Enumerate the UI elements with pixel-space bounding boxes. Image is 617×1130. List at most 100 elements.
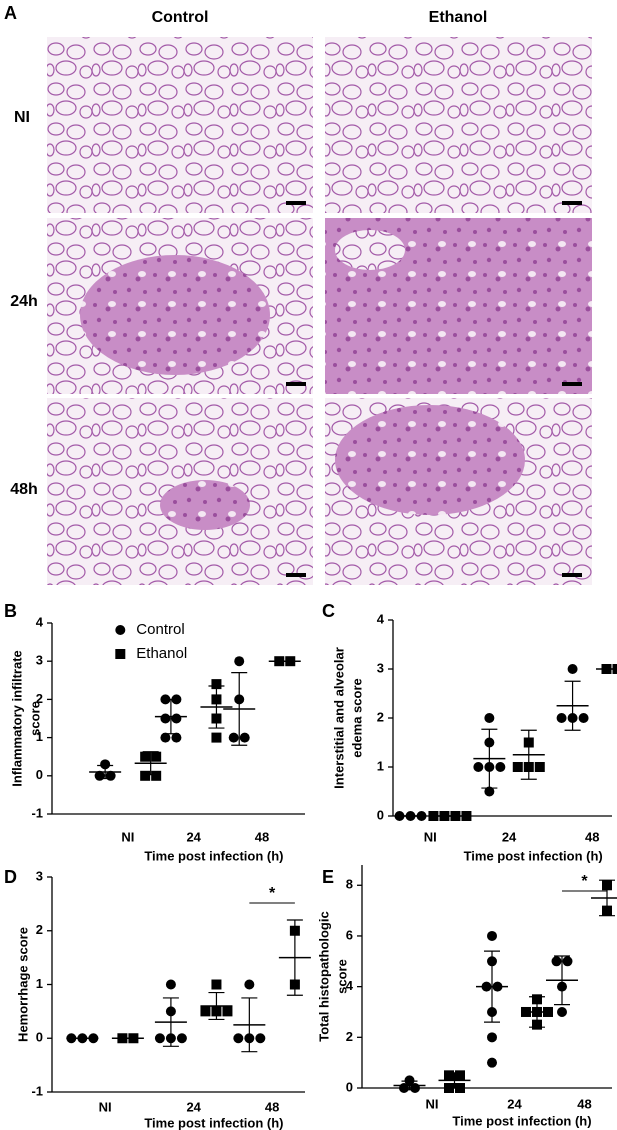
y-tick-label: 1: [36, 729, 43, 744]
data-point: [556, 713, 567, 723]
data-point: [100, 759, 111, 770]
y-tick-label: 3: [36, 868, 43, 883]
x-tick-label: 48: [585, 829, 599, 844]
data-point: [578, 713, 589, 723]
data-point: [487, 1032, 497, 1043]
data-point: [140, 751, 151, 762]
micrographs: [47, 37, 592, 585]
data-point: [444, 1070, 454, 1081]
y-tick-label: -1: [31, 1083, 43, 1098]
data-point: [461, 811, 472, 821]
data-point: [171, 713, 182, 724]
x-tick-label: 48: [255, 829, 269, 844]
y-tick-label: 2: [36, 691, 43, 706]
x-tick-label: 48: [577, 1096, 591, 1111]
data-point: [428, 811, 439, 821]
data-point: [176, 1033, 187, 1044]
tissue-region: [335, 405, 525, 515]
micrograph: [47, 37, 313, 213]
legend-label: Control: [136, 621, 184, 638]
data-point: [404, 1075, 415, 1086]
y-axis-label: score: [27, 701, 42, 736]
y-tick-label: 1: [377, 758, 384, 773]
y-tick-label: 2: [377, 709, 384, 724]
tissue-region: [335, 230, 405, 270]
y-tick-label: 0: [377, 807, 384, 822]
y-axis-label: Total histopathologic: [316, 911, 331, 1041]
data-point: [399, 1083, 409, 1093]
data-point: [512, 762, 523, 772]
panel-letter: D: [4, 867, 17, 887]
micrograph: [325, 37, 592, 213]
y-tick-label: 0: [36, 1030, 43, 1045]
x-tick-label: 24: [502, 829, 517, 844]
row-header: NI: [14, 109, 30, 126]
y-tick-label: 4: [346, 978, 354, 993]
y-tick-label: 8: [346, 877, 353, 892]
y-axis-label: edema score: [349, 678, 364, 758]
legend-marker: [115, 649, 126, 659]
data-point: [455, 1070, 465, 1081]
data-point: [473, 762, 484, 772]
legend-label: Ethanol: [136, 645, 187, 662]
data-point: [200, 1006, 211, 1017]
y-tick-label: 6: [346, 927, 353, 942]
x-tick-label: 24: [186, 1099, 201, 1114]
x-tick-label: 24: [186, 829, 201, 844]
data-point: [484, 786, 495, 797]
data-point: [567, 664, 578, 674]
y-tick-label: 3: [36, 653, 43, 668]
tissue-region: [80, 255, 270, 375]
panel-letter: C: [322, 601, 335, 621]
y-tick-label: 1: [36, 976, 43, 991]
data-point: [140, 770, 151, 781]
panel-letter: A: [4, 3, 17, 23]
data-point: [211, 732, 222, 743]
y-tick-label: 3: [377, 660, 384, 675]
data-point: [239, 732, 250, 743]
x-tick-label: NI: [121, 829, 134, 844]
y-tick-label: 2: [346, 1029, 353, 1044]
panel-letter: B: [4, 601, 17, 621]
row-header: 48h: [10, 481, 38, 498]
x-axis-label: Time post infection (h): [464, 848, 603, 863]
data-point: [165, 979, 176, 990]
x-tick-label: NI: [426, 1096, 439, 1111]
significance-label: *: [581, 873, 588, 890]
x-tick-label: 48: [265, 1099, 279, 1114]
x-tick-label: NI: [99, 1099, 112, 1114]
data-point: [233, 1033, 244, 1044]
y-tick-label: -1: [31, 805, 43, 820]
data-point: [160, 713, 171, 724]
y-tick-label: 2: [36, 922, 43, 937]
column-header: Control: [152, 9, 209, 26]
data-point: [244, 979, 255, 990]
data-point: [410, 1083, 420, 1093]
data-point: [228, 732, 239, 743]
data-point: [154, 1033, 165, 1044]
data-point: [211, 979, 222, 990]
data-point: [495, 762, 506, 772]
data-point: [534, 762, 545, 772]
x-tick-label: 24: [507, 1096, 522, 1111]
data-point: [151, 751, 162, 762]
y-tick-label: 0: [36, 767, 43, 782]
data-point: [151, 770, 162, 781]
data-point: [171, 732, 182, 743]
x-axis-label: Time post infection (h): [144, 1115, 283, 1130]
data-point: [487, 930, 497, 941]
data-point: [222, 1006, 233, 1017]
y-axis-label: Interstitial and alveolar: [331, 647, 346, 789]
x-axis-label: Time post infection (h): [144, 848, 283, 863]
data-point: [160, 732, 171, 743]
data-point: [484, 713, 495, 723]
y-tick-label: 0: [346, 1079, 353, 1094]
significance-label: *: [269, 885, 276, 902]
data-point: [557, 1006, 567, 1017]
legend-marker: [115, 625, 126, 635]
y-axis-label: Hemorrhage score: [15, 927, 30, 1042]
column-header: Ethanol: [429, 9, 488, 26]
data-point: [234, 656, 245, 667]
